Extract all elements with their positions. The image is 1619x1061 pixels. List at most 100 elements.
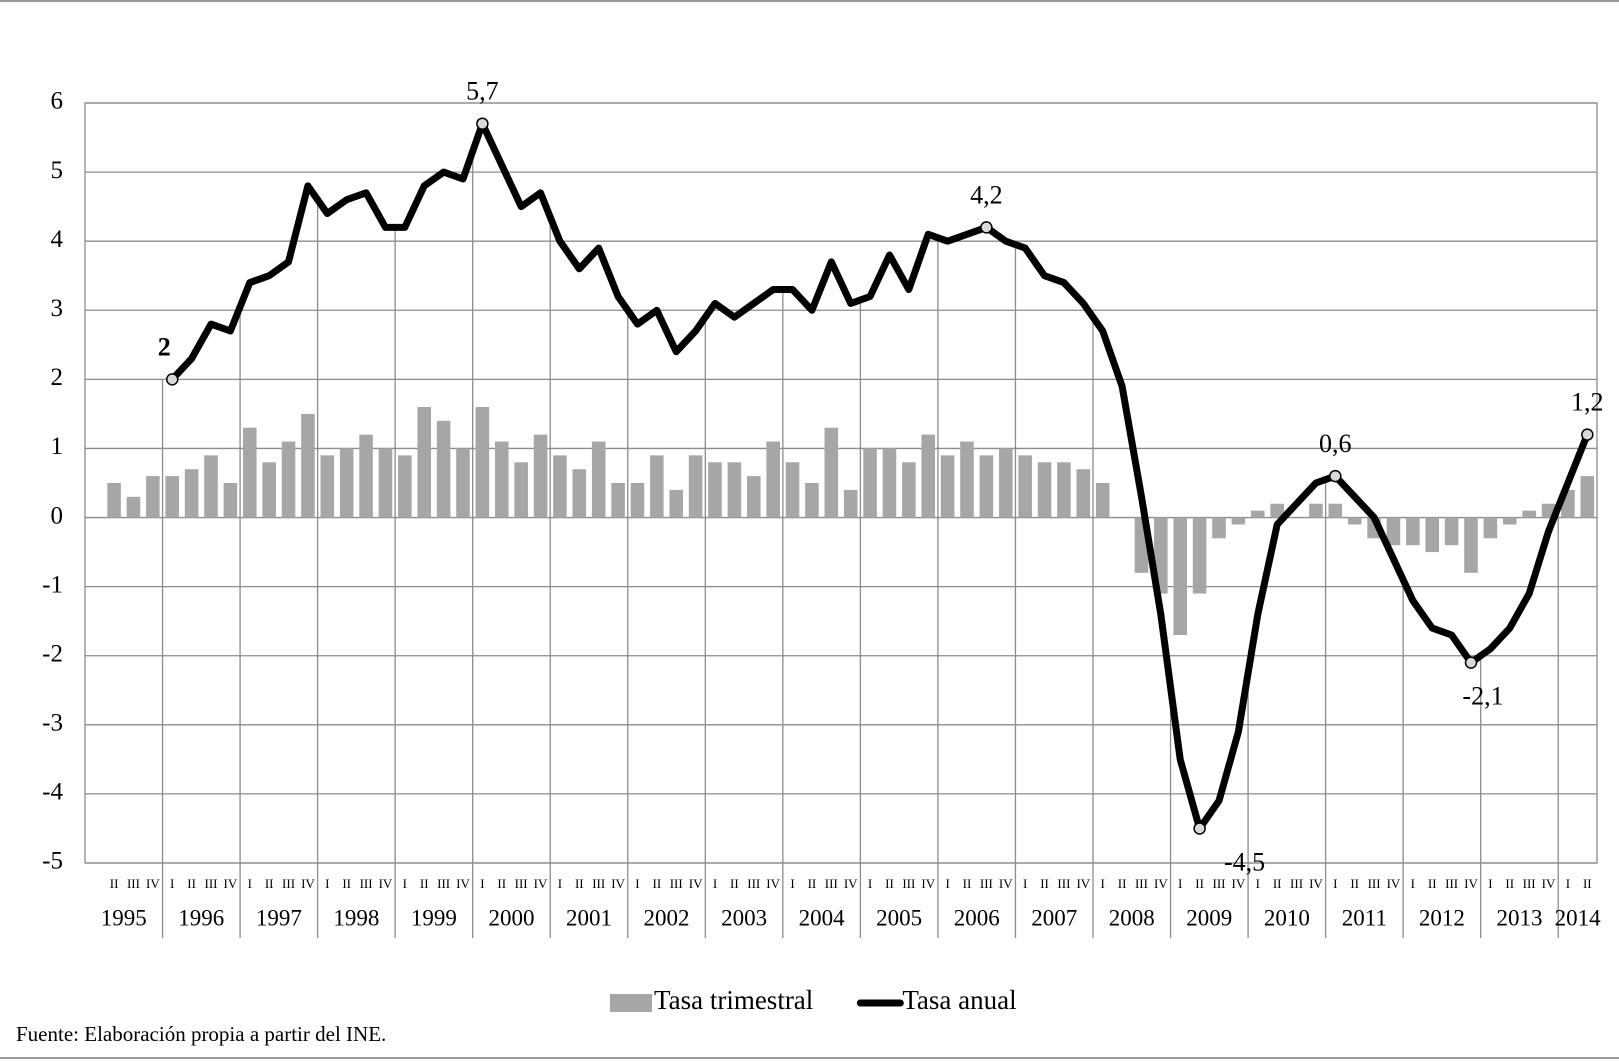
bar [921,434,936,518]
y-tick-label: 4 [51,226,64,253]
bar [902,462,916,518]
x-tick-label: III [670,876,683,891]
bar [1095,483,1110,518]
x-tick-label: I [325,876,329,891]
year-label: 2004 [799,905,846,930]
bar [572,469,587,518]
year-label: 2014 [1555,905,1602,930]
x-tick-label: III [1368,876,1381,891]
x-tick-label: III [592,876,605,891]
x-tick-label: IV [1154,876,1168,891]
bar [184,469,199,518]
x-tick-label: IV [611,876,625,891]
point-marker [1193,822,1206,835]
x-tick-label: III [282,876,295,891]
bar [475,407,490,518]
x-tick-label: II [808,876,817,891]
bar [398,455,412,518]
x-tick-label: III [127,876,140,891]
point-marker [1464,656,1478,669]
bar [107,483,121,518]
year-label: 1996 [178,905,224,930]
bar [378,448,393,518]
x-tick-label: IV [689,876,703,891]
year-label: 1998 [333,905,379,930]
bar [436,420,451,518]
year-label: 1995 [101,905,147,930]
x-tick-label: III [515,876,528,891]
x-tick-label: III [1290,876,1303,891]
year-label: 2000 [488,905,534,930]
x-tick-label: II [265,876,274,891]
x-tick-label: IV [1464,876,1478,891]
x-tick-label: II [575,876,584,891]
x-tick-label: I [1101,876,1105,891]
x-tick-label: III [1135,876,1148,891]
x-tick-label: I [170,876,174,891]
bar [940,455,955,518]
data-label: 5,7 [466,77,499,106]
year-label: 2006 [954,905,1000,930]
year-label: 2009 [1186,905,1232,930]
bar [1212,517,1226,539]
bar [417,407,432,518]
bar [805,483,819,518]
x-tick-label: I [790,876,794,891]
x-tick-label: III [360,876,373,891]
bar [553,455,567,518]
x-tick-label: II [1273,876,1282,891]
legend-label: Tasa trimestral [654,985,813,1015]
bar [223,483,238,518]
bar [1270,503,1284,518]
year-label: 1997 [256,905,302,930]
year-label: 2010 [1264,905,1310,930]
x-tick-label: II [1350,876,1359,891]
x-tick-label: III [1213,876,1226,891]
bar [882,448,897,518]
x-tick-label: I [1333,876,1337,891]
bar [165,476,180,518]
point-marker [980,221,993,234]
bar [456,448,470,518]
bar [359,434,373,518]
x-tick-label: II [1040,876,1049,891]
x-tick-label: II [730,876,739,891]
x-tick-label: IV [379,876,393,891]
bar [514,462,528,518]
x-tick-label: III [1445,876,1458,891]
y-tick-label: 5 [51,157,64,184]
data-label: 2 [158,332,171,361]
x-tick-label: III [1523,876,1536,891]
point-marker [165,373,179,386]
year-label: 2007 [1031,905,1077,930]
x-tick-label: I [1411,876,1415,891]
x-tick-label: IV [1387,876,1401,891]
x-tick-label: II [1195,876,1204,891]
x-tick-label: I [1566,876,1570,891]
bar [1250,510,1265,518]
bar [843,489,858,518]
bar [688,455,703,518]
bar [146,476,160,518]
bar [1057,462,1071,518]
bar [204,455,218,518]
bar [746,476,761,518]
y-tick-label: 1 [51,433,64,460]
x-tick-label: II [1505,876,1514,891]
y-tick-label: 3 [51,295,64,322]
bar [262,462,276,518]
x-tick-label: II [420,876,429,891]
point-marker [1581,428,1594,441]
bar [824,427,839,518]
y-tick-label: -2 [42,640,63,667]
bar [242,427,257,518]
x-tick-label: III [902,876,915,891]
bar [126,496,141,518]
data-label: 0,6 [1319,429,1352,458]
x-tick-label: IV [921,876,935,891]
data-label: 1,2 [1571,388,1604,417]
bar [339,448,354,518]
bar [320,455,335,518]
bar [630,483,645,518]
